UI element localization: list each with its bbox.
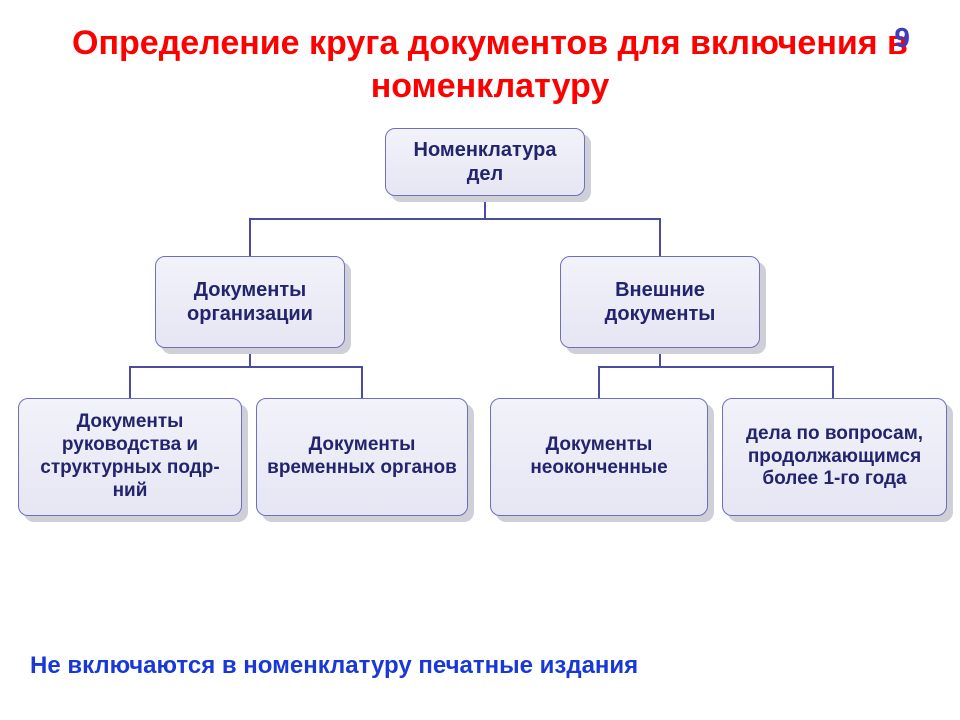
page-number: 9 (894, 22, 910, 54)
node-leaf-mgmt-docs: Документы руководства и структурных подр… (18, 398, 242, 516)
footer-note: Не включаются в номенклатуру печатные из… (30, 652, 638, 680)
connector (598, 366, 600, 398)
node-mid-docs-org: Документы организации (155, 256, 345, 348)
connector (598, 366, 834, 368)
node-root: Номенклатура дел (385, 128, 585, 196)
connector (129, 366, 131, 398)
connector (361, 366, 363, 398)
node-mid-external: Внешние документы (560, 256, 760, 348)
connector (249, 218, 661, 220)
page-title: Определение круга документов для включен… (60, 22, 920, 107)
node-leaf-unfinished: Документы неоконченные (490, 398, 708, 516)
connector (129, 366, 363, 368)
connector (832, 366, 834, 398)
node-leaf-temp-docs: Документы временных органов (256, 398, 468, 516)
connector (659, 218, 661, 256)
node-leaf-longterm: дела по вопросам, продолжающимся более 1… (722, 398, 947, 516)
connector (249, 218, 251, 256)
